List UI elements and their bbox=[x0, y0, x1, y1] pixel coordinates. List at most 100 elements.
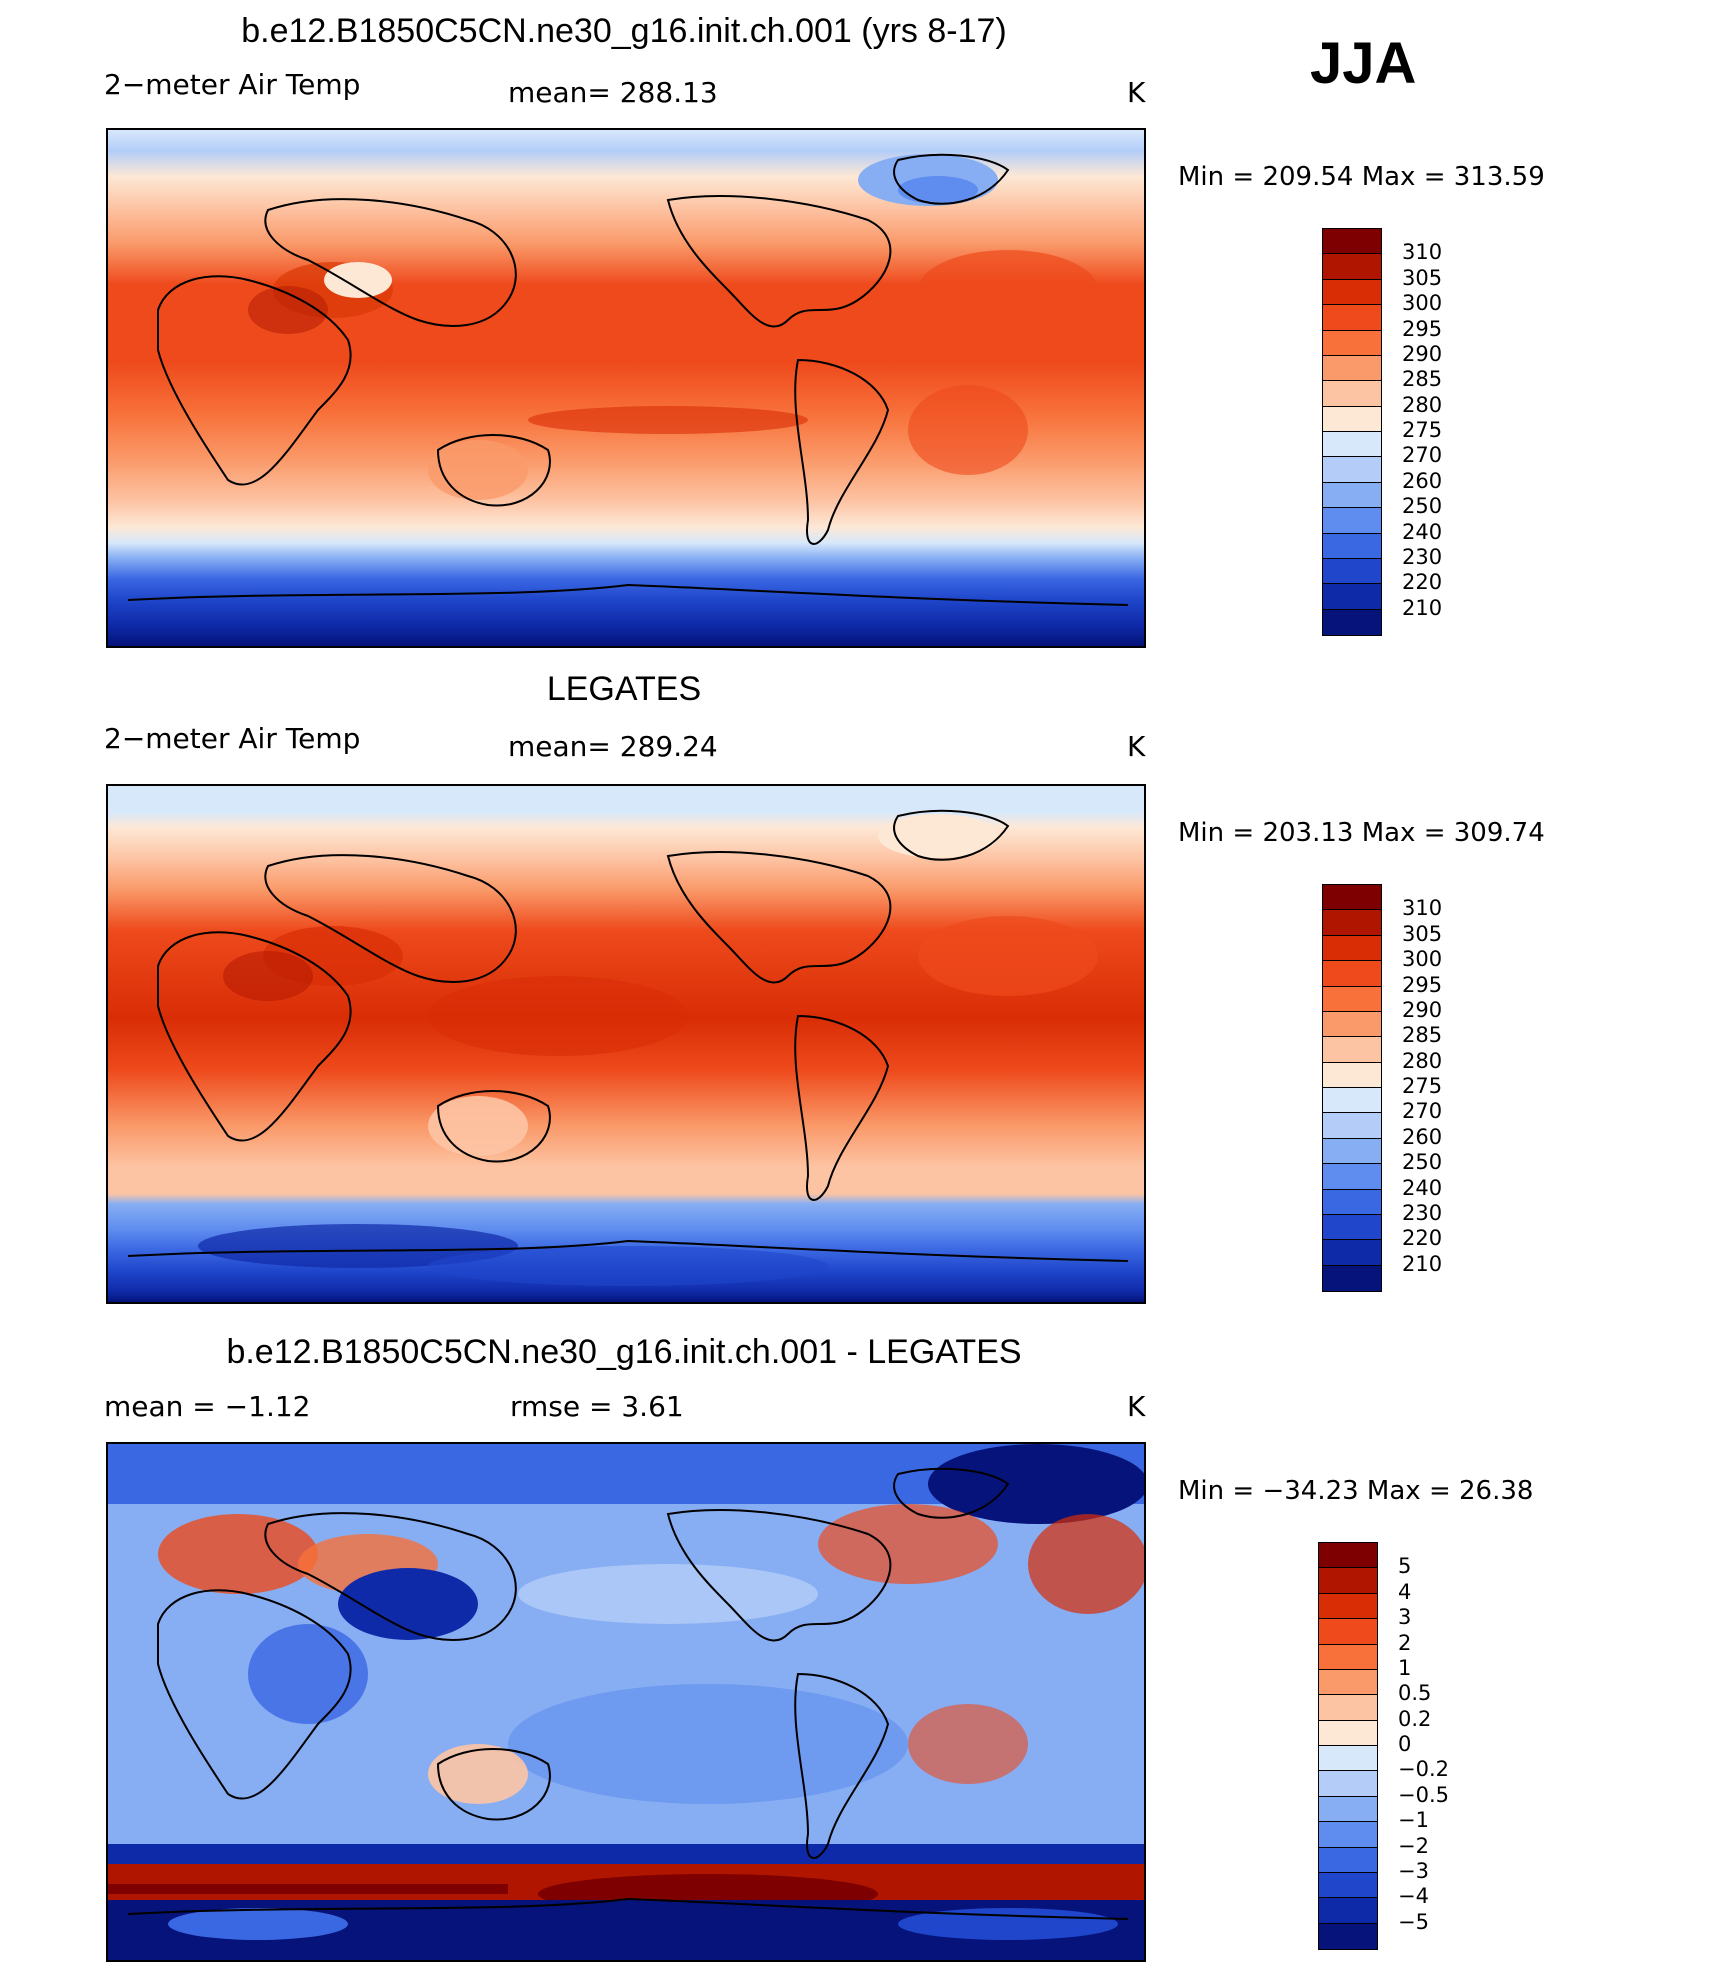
colorbar-tick-label: 290 bbox=[1402, 997, 1443, 1022]
colorbar-tick-label: 305 bbox=[1402, 265, 1443, 290]
panel-3-map bbox=[106, 1442, 1146, 1962]
colorbar-tick-label: 240 bbox=[1402, 519, 1443, 544]
colorbar-segment bbox=[1319, 1619, 1377, 1645]
colorbar-tick-label: 275 bbox=[1402, 418, 1443, 442]
colorbar-segment bbox=[1323, 910, 1381, 936]
colorbar-tick-label: 230 bbox=[1402, 1200, 1443, 1225]
colorbar-tick-label: 5 bbox=[1398, 1554, 1412, 1579]
colorbar-segment bbox=[1323, 330, 1381, 356]
colorbar-tick-label: 2 bbox=[1398, 1630, 1412, 1655]
panel-3-colorbar bbox=[1318, 1542, 1378, 1950]
colorbar-tick-label: 310 bbox=[1402, 896, 1443, 921]
colorbar-segment bbox=[1323, 1088, 1381, 1114]
colorbar-tick-label: 3 bbox=[1398, 1605, 1412, 1630]
colorbar-segment bbox=[1323, 482, 1381, 509]
panel-1-map bbox=[106, 128, 1146, 648]
colorbar-tick-label: 280 bbox=[1402, 392, 1443, 417]
colorbar-tick-label: 285 bbox=[1402, 1023, 1443, 1048]
colorbar-segment bbox=[1323, 229, 1381, 255]
panel-1-mean-label: mean= 288.13 bbox=[508, 76, 718, 109]
colorbar-segment bbox=[1323, 381, 1381, 407]
colorbar-segment bbox=[1323, 558, 1381, 585]
colorbar-segment bbox=[1323, 533, 1381, 559]
colorbar-tick-label: 270 bbox=[1402, 1099, 1443, 1124]
colorbar-tick-label: −3 bbox=[1398, 1858, 1429, 1883]
colorbar-segment bbox=[1323, 1062, 1381, 1088]
panel-2-map bbox=[106, 784, 1146, 1304]
colorbar-segment bbox=[1323, 1011, 1381, 1038]
colorbar-tick-label: 270 bbox=[1402, 443, 1443, 468]
colorbar-segment bbox=[1319, 1822, 1377, 1848]
colorbar-segment bbox=[1323, 457, 1381, 483]
colorbar-segment bbox=[1319, 1847, 1377, 1873]
colorbar-segment bbox=[1323, 1113, 1381, 1139]
colorbar-segment bbox=[1319, 1872, 1377, 1899]
colorbar-segment bbox=[1323, 1265, 1381, 1291]
colorbar-tick-label: 250 bbox=[1402, 1150, 1443, 1175]
colorbar-segment bbox=[1319, 1644, 1377, 1670]
colorbar-tick-label: 220 bbox=[1402, 570, 1443, 595]
colorbar-segment bbox=[1323, 609, 1381, 635]
colorbar-tick-label: 305 bbox=[1402, 921, 1443, 946]
colorbar-segment bbox=[1319, 1746, 1377, 1772]
colorbar-segment bbox=[1319, 1796, 1377, 1823]
colorbar-tick-label: −1 bbox=[1398, 1808, 1429, 1833]
panel-3-minmax: Min = −34.23 Max = 26.38 bbox=[1178, 1476, 1534, 1506]
panel-2-variable-label: 2−meter Air Temp bbox=[104, 722, 361, 755]
colorbar-tick-label: −5 bbox=[1398, 1909, 1429, 1934]
colorbar-tick-label: 4 bbox=[1398, 1579, 1412, 1604]
colorbar-segment bbox=[1319, 1543, 1377, 1569]
season-label: JJA bbox=[1310, 31, 1417, 96]
colorbar-tick-label: −0.5 bbox=[1398, 1782, 1449, 1807]
colorbar-segment bbox=[1319, 1695, 1377, 1721]
panel-3-unit-label: K bbox=[1127, 1390, 1146, 1423]
panel-2-title: LEGATES bbox=[546, 670, 702, 708]
colorbar-segment bbox=[1323, 508, 1381, 534]
colorbar-segment bbox=[1323, 305, 1381, 331]
colorbar-segment bbox=[1323, 1214, 1381, 1241]
colorbar-segment bbox=[1323, 1240, 1381, 1266]
colorbar-segment bbox=[1319, 1568, 1377, 1594]
colorbar-segment bbox=[1323, 254, 1381, 280]
colorbar-tick-label: 295 bbox=[1402, 972, 1443, 997]
colorbar-segment bbox=[1323, 355, 1381, 382]
colorbar-segment bbox=[1323, 935, 1381, 962]
colorbar-segment bbox=[1319, 1771, 1377, 1797]
panel-2-unit-label: K bbox=[1127, 730, 1146, 763]
colorbar-segment bbox=[1319, 1593, 1377, 1620]
colorbar-tick-label: 1 bbox=[1398, 1655, 1412, 1680]
colorbar-tick-label: 295 bbox=[1402, 316, 1443, 341]
colorbar-segment bbox=[1319, 1669, 1377, 1696]
panel-3-mean-label: mean = −1.12 bbox=[104, 1390, 311, 1423]
colorbar-segment bbox=[1323, 1138, 1381, 1165]
colorbar-segment bbox=[1323, 961, 1381, 987]
colorbar-tick-label: 275 bbox=[1402, 1074, 1443, 1098]
panel-2-colorbar bbox=[1322, 884, 1382, 1292]
colorbar-tick-label: 290 bbox=[1402, 341, 1443, 366]
colorbar-segment bbox=[1323, 406, 1381, 432]
colorbar-tick-label: 0.2 bbox=[1398, 1706, 1432, 1731]
panel-2-minmax: Min = 203.13 Max = 309.74 bbox=[1178, 818, 1545, 848]
colorbar-tick-label: 0.5 bbox=[1398, 1681, 1432, 1706]
colorbar-tick-label: 260 bbox=[1402, 1124, 1443, 1149]
colorbar-tick-label: 220 bbox=[1402, 1226, 1443, 1251]
colorbar-segment bbox=[1323, 432, 1381, 458]
colorbar-tick-label: 310 bbox=[1402, 240, 1443, 265]
colorbar-segment bbox=[1319, 1720, 1377, 1746]
colorbar-tick-label: 0 bbox=[1398, 1732, 1412, 1756]
colorbar-tick-label: 285 bbox=[1402, 367, 1443, 392]
panel-3-rmse-label: rmse = 3.61 bbox=[510, 1390, 684, 1423]
panel-1-colorbar bbox=[1322, 228, 1382, 636]
panel-1-variable-label: 2−meter Air Temp bbox=[104, 68, 361, 101]
colorbar-segment bbox=[1319, 1898, 1377, 1924]
colorbar-segment bbox=[1323, 584, 1381, 610]
colorbar-segment bbox=[1319, 1923, 1377, 1949]
panel-1-minmax: Min = 209.54 Max = 313.59 bbox=[1178, 162, 1545, 192]
colorbar-tick-label: −0.2 bbox=[1398, 1757, 1449, 1782]
colorbar-tick-label: 260 bbox=[1402, 468, 1443, 493]
colorbar-tick-label: 210 bbox=[1402, 1251, 1443, 1276]
colorbar-tick-label: 210 bbox=[1402, 595, 1443, 620]
colorbar-tick-label: 240 bbox=[1402, 1175, 1443, 1200]
panel-2-mean-label: mean= 289.24 bbox=[508, 730, 718, 763]
panel-3-title: b.e12.B1850C5CN.ne30_g16.init.ch.001 - L… bbox=[226, 1333, 1022, 1371]
